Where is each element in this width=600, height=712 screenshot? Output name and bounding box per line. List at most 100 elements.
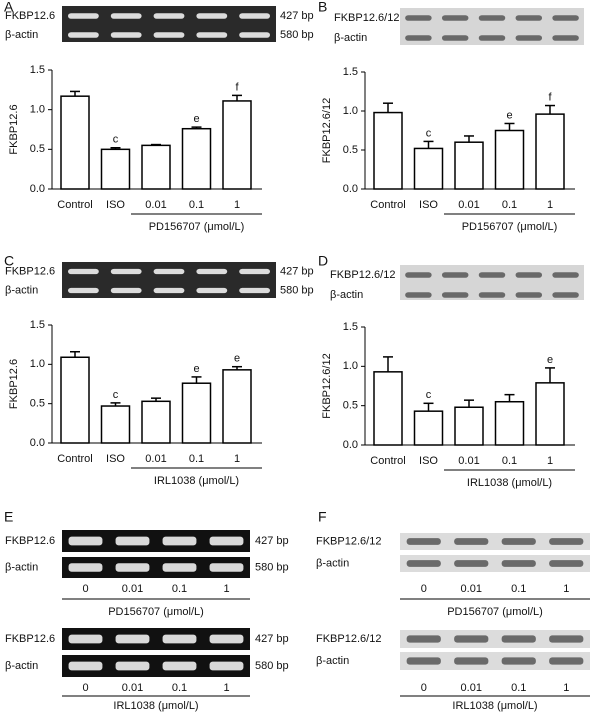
blot-band [196, 268, 228, 275]
blot-band [196, 13, 228, 19]
bar [141, 400, 171, 444]
lane-label: 0.01 [122, 583, 143, 595]
blot-band [478, 15, 506, 21]
blot-band [454, 657, 489, 665]
bar [454, 406, 484, 446]
blot-band [441, 15, 469, 21]
blot-image [62, 557, 250, 578]
blot-image [62, 530, 250, 552]
significance-mark: e [547, 354, 553, 366]
blot-band [405, 272, 432, 278]
blot-band [454, 635, 489, 643]
significance-mark: c [426, 127, 432, 139]
significance-mark: e [193, 113, 199, 125]
band-size-label: 427 bp [280, 265, 314, 277]
bar [100, 405, 131, 444]
blot-band [68, 661, 103, 671]
blot-band [406, 538, 441, 545]
group-label: IRL1038 (μmol/L) [154, 475, 239, 487]
blot-band [153, 268, 185, 275]
band-size-label: 580 bp [255, 561, 289, 573]
y-tick-label: 1.0 [343, 105, 358, 117]
bar [222, 100, 252, 190]
bar [413, 410, 444, 446]
y-tick-label: 0.5 [30, 398, 45, 410]
lane-label: 0 [421, 682, 427, 694]
blot-band [406, 560, 441, 567]
blot-band [441, 272, 469, 278]
blot-band [239, 32, 271, 38]
y-tick-label: 1.5 [343, 321, 358, 333]
significance-mark: c [426, 389, 432, 401]
blot-band [501, 560, 536, 567]
lane-label: 0.1 [172, 583, 187, 595]
blot-row-label: FKBP12.6 [5, 633, 55, 645]
blot-band [196, 32, 228, 38]
blot-caption: PD156707 (μmol/L) [447, 606, 543, 618]
band-size-label: 427 bp [280, 10, 314, 22]
x-tick-label: 0.01 [458, 455, 479, 467]
y-tick-label: 1.5 [30, 64, 45, 76]
bar [535, 382, 565, 446]
y-tick-label: 1.0 [30, 104, 45, 116]
y-tick-label: 1.0 [30, 358, 45, 370]
blot-image [62, 628, 250, 650]
panel-letter: B [318, 0, 327, 15]
blot-band [454, 560, 489, 567]
blot-band [478, 272, 506, 278]
blot-row-label: β-actin [330, 289, 363, 301]
blot-image [62, 655, 250, 677]
x-tick-label: 0.1 [189, 199, 204, 211]
blot-band [549, 657, 584, 665]
blot-band [153, 13, 185, 19]
x-tick-label: 0.01 [145, 453, 166, 465]
blot-band [406, 635, 441, 643]
bar [494, 129, 525, 190]
blot-image [400, 533, 590, 550]
y-tick-label: 0.5 [343, 400, 358, 412]
bar [141, 144, 171, 190]
blot-band [162, 634, 197, 644]
blot-image [400, 652, 590, 670]
x-tick-label: Control [370, 199, 405, 211]
blot-band [239, 287, 271, 294]
blot-band [115, 661, 150, 671]
y-tick-label: 1.0 [343, 360, 358, 372]
blot-band [501, 657, 536, 665]
band-size-label: 580 bp [280, 284, 314, 296]
group-label: IRL1038 (μmol/L) [467, 477, 552, 489]
blot-band [67, 268, 99, 275]
blot-band [478, 292, 506, 298]
blot-band [153, 32, 185, 38]
blot-row-label: FKBP12.6/12 [334, 12, 399, 24]
blot-band [115, 634, 150, 644]
blot-caption: PD156707 (μmol/L) [108, 606, 204, 618]
blot-row-label: FKBP12.6/12 [316, 535, 381, 547]
lane-label: 1 [223, 682, 229, 694]
blot-row-label: FKBP12.6 [5, 265, 55, 277]
blot-image [400, 555, 590, 572]
bar [494, 400, 525, 446]
blot-band [153, 287, 185, 294]
x-tick-label: 0.1 [189, 453, 204, 465]
lane-label: 0.1 [511, 682, 526, 694]
blot-row-label: FKBP12.6 [5, 535, 55, 547]
x-tick-label: 0.01 [458, 199, 479, 211]
bar [454, 141, 484, 190]
bar [60, 95, 90, 190]
blot-band [115, 536, 150, 546]
group-label: PD156707 (μmol/L) [462, 221, 558, 233]
lane-label: 0.01 [122, 682, 143, 694]
blot-band [552, 272, 579, 278]
blot-band [68, 536, 103, 546]
bar [373, 371, 403, 446]
lane-label: 0 [82, 583, 88, 595]
panel-letter: A [4, 0, 14, 15]
blot-band [501, 538, 536, 545]
blot-band [67, 32, 99, 38]
lane-label: 0 [421, 583, 427, 595]
y-tick-label: 0.5 [343, 144, 358, 156]
band-size-label: 427 bp [255, 535, 289, 547]
lane-label: 0.01 [461, 583, 482, 595]
x-tick-label: Control [57, 453, 92, 465]
